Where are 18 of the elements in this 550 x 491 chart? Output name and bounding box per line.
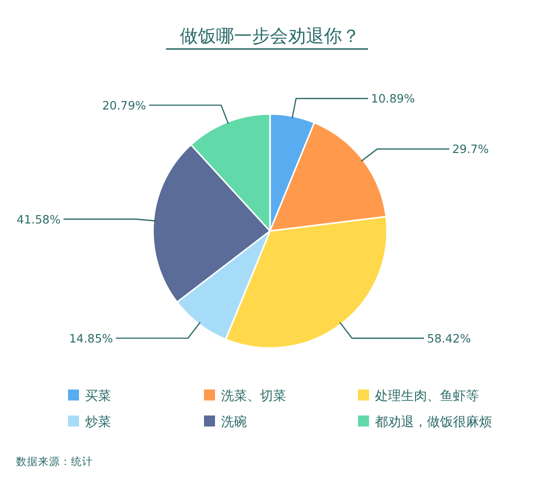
legend-item: 都劝退，做饭很麻烦 xyxy=(358,415,492,430)
data-label: 20.79% xyxy=(102,98,146,112)
data-label: 10.89% xyxy=(371,92,415,106)
data-label: 41.58% xyxy=(16,212,61,226)
legend-item: 炒菜 xyxy=(68,415,111,430)
data-label: 29.7% xyxy=(452,142,489,156)
legend-item: 买菜 xyxy=(68,389,111,404)
data-label: 14.85% xyxy=(69,331,113,346)
legend-item: 洗碗 xyxy=(204,415,247,430)
annotation: 数据来源：统计 xyxy=(16,456,93,468)
title: 做饭哪一步会劝退你？ xyxy=(180,26,360,47)
legend-item: 洗菜、切菜 xyxy=(204,389,286,404)
legend-label: 炒菜 xyxy=(85,415,111,430)
legend-label: 洗菜、切菜 xyxy=(221,389,286,404)
legend-item: 处理生肉、鱼虾等 xyxy=(358,389,479,404)
data-label: 58.42% xyxy=(427,331,471,346)
legend-label: 买菜 xyxy=(85,389,111,404)
legend-label: 洗碗 xyxy=(221,415,247,430)
